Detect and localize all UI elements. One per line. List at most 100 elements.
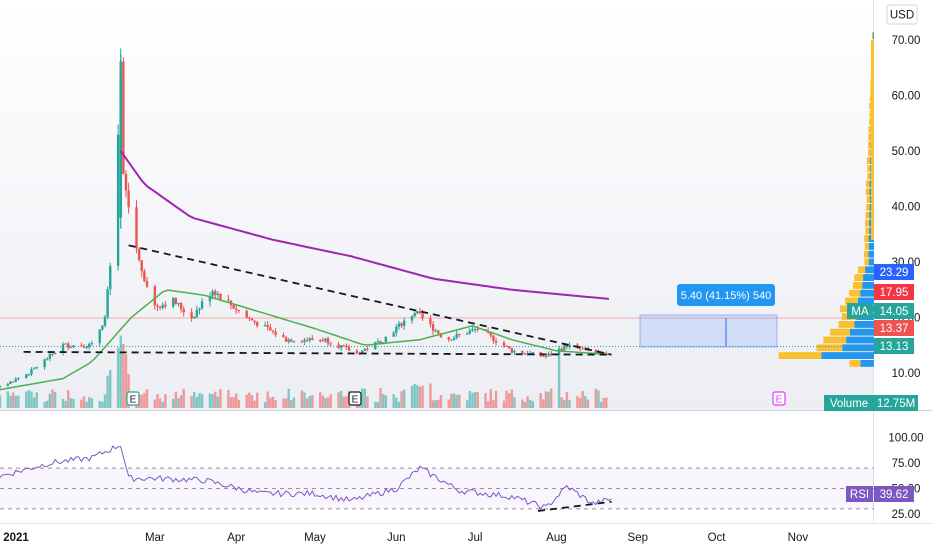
- time-axis-label: Jul: [468, 532, 483, 544]
- time-axis-label: 2021: [3, 532, 29, 544]
- candle-body: [366, 348, 369, 350]
- earnings-marker[interactable]: E: [126, 391, 140, 406]
- candle-body: [214, 291, 217, 295]
- volume-bar: [229, 397, 233, 408]
- spike-body: [119, 78, 123, 218]
- price-axis-label: 50.00: [892, 146, 921, 158]
- profile-bar-up: [868, 250, 874, 258]
- candle-body: [513, 350, 516, 353]
- candle-body: [392, 332, 395, 337]
- volume-bar: [216, 396, 220, 408]
- volume-bar: [172, 398, 175, 408]
- candle-body: [51, 353, 54, 355]
- price-tags: 23.29 17.95 MA 14.05 13.37 13.13 Volume 12.75M R…: [824, 264, 918, 502]
- earnings-marker-box: [772, 391, 786, 406]
- profile-bar-up: [868, 243, 874, 250]
- candle-body: [521, 350, 524, 354]
- measure-label-box: [677, 284, 775, 306]
- measure-label: 5.40 (41.15%) 540: [681, 290, 772, 302]
- volume-bar: [581, 391, 584, 408]
- candle-body: [434, 330, 437, 332]
- price-tag-label-box: [847, 303, 873, 319]
- volume-bar: [305, 398, 309, 408]
- volume-bar: [119, 335, 122, 408]
- candle-body: [98, 329, 101, 344]
- candle-body: [287, 339, 290, 342]
- volume-bar: [439, 395, 443, 408]
- volume-bar: [494, 390, 498, 408]
- earnings-marker[interactable]: E: [772, 391, 786, 406]
- candle-body: [11, 381, 15, 383]
- candle-body: [455, 334, 458, 338]
- volume-bar: [395, 397, 398, 408]
- volume-bar: [156, 394, 159, 408]
- volume-bar: [103, 394, 107, 408]
- volume-bar: [177, 398, 180, 408]
- volume-bar: [510, 389, 514, 408]
- rsi-tag-label: RSI: [850, 489, 869, 501]
- volume-bar: [90, 398, 94, 408]
- volume-bar: [397, 401, 401, 408]
- profile-bar-up: [854, 321, 874, 328]
- candle-body: [284, 337, 288, 342]
- volume-bar: [505, 390, 508, 408]
- volume-bar: [400, 391, 403, 408]
- time-axis-label: Aug: [546, 532, 566, 544]
- volume-bar: [447, 399, 451, 408]
- volume-bar: [290, 399, 293, 408]
- earnings-marker-label: E: [352, 395, 359, 406]
- volume-bar: [465, 400, 469, 408]
- volume-bar: [88, 397, 91, 408]
- volume-bar: [455, 394, 458, 408]
- rsi-trendline: [537, 500, 612, 512]
- volume-bar: [85, 401, 88, 408]
- volume-tag-label-box: [824, 395, 874, 411]
- candle-body: [347, 347, 351, 351]
- moving-averages: [0, 150, 609, 391]
- volume-bar: [473, 391, 477, 408]
- volume-bar: [366, 396, 369, 408]
- rsi-tag-value: 39.62: [880, 489, 909, 501]
- volume-bar: [303, 392, 306, 408]
- candle-body: [122, 61, 125, 174]
- volume-bar: [452, 393, 456, 408]
- profile-bar-up: [860, 289, 874, 297]
- volume-bar: [413, 383, 416, 408]
- candle-body: [526, 353, 529, 355]
- volume-bar: [418, 386, 422, 408]
- volume-bar: [360, 388, 364, 408]
- candle-body: [384, 336, 388, 343]
- price-range-measure[interactable]: 5.40 (41.15%) 540: [0, 284, 874, 348]
- volume-bar: [565, 392, 569, 408]
- trendlines[interactable]: [23, 244, 612, 356]
- time-axis-label: Apr: [227, 532, 245, 544]
- candle-body: [337, 344, 340, 348]
- candle-body: [473, 329, 477, 331]
- earnings-marker[interactable]: E: [348, 391, 362, 406]
- profile-bar-up: [842, 344, 874, 352]
- volume-bar: [14, 395, 17, 408]
- volume-bar: [51, 389, 54, 408]
- candle-body: [563, 344, 566, 351]
- axes: 10.0020.0030.0040.0050.0060.0070.0025.00…: [3, 35, 923, 544]
- profile-bar-up: [821, 352, 874, 359]
- volume-bar: [43, 401, 46, 408]
- rsi-tag-box: [874, 486, 914, 502]
- volume-bar: [410, 385, 414, 408]
- candle-body: [140, 260, 143, 272]
- volume-bar: [287, 388, 290, 408]
- price-pane-background: [0, 0, 874, 410]
- profile-bar-up: [868, 258, 874, 266]
- currency-label[interactable]: USD: [886, 4, 918, 25]
- candle-body: [581, 348, 584, 350]
- volume-bar: [27, 389, 31, 408]
- candle-body: [447, 337, 451, 340]
- volume-bar: [597, 390, 600, 408]
- volume-bar: [468, 390, 472, 408]
- candle-body: [379, 341, 382, 344]
- candle-body: [227, 299, 230, 301]
- earnings-marker-label: E: [130, 395, 137, 406]
- candle-body: [421, 313, 424, 319]
